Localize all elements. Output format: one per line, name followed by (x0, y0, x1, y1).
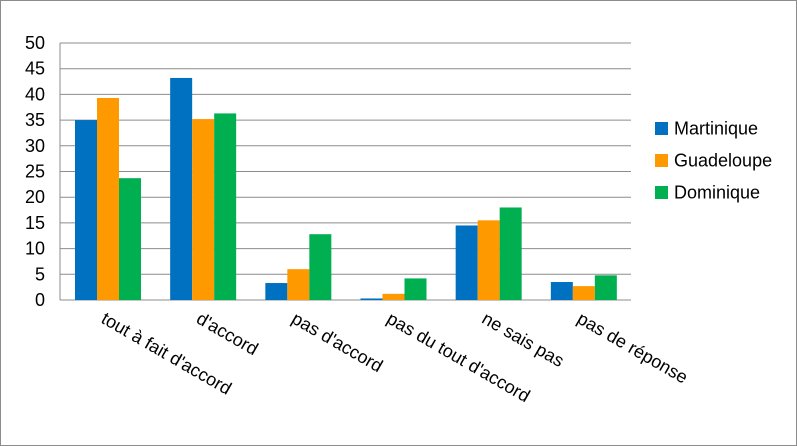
y-tick-label: 20 (25, 187, 45, 207)
bar-guadeloupe-4 (382, 293, 405, 300)
y-tick-label: 0 (35, 290, 45, 310)
bar-guadeloupe-3 (287, 269, 310, 300)
legend-label-dominique: Dominique (674, 183, 760, 203)
bar-dominique-3 (309, 234, 332, 300)
y-tick-label: 15 (25, 213, 45, 233)
bar-guadeloupe-5 (477, 220, 500, 300)
bar-martinique-4 (360, 298, 383, 300)
bar-dominique-6 (594, 275, 617, 300)
bar-martinique-1 (75, 120, 97, 300)
legend-swatch-guadeloupe (655, 154, 668, 167)
bars (75, 77, 617, 301)
y-tick-label: 30 (25, 136, 45, 156)
y-tick-label: 50 (25, 33, 45, 53)
gridlines (60, 42, 631, 301)
legend-swatch-martinique (655, 122, 668, 135)
bar-dominique-4 (404, 278, 427, 300)
y-tick-label: 35 (25, 110, 45, 130)
bar-martinique-2 (170, 77, 193, 301)
bar-dominique-5 (499, 207, 522, 300)
y-tick-label: 5 (35, 264, 45, 284)
y-tick-label: 40 (25, 84, 45, 104)
bar-guadeloupe-6 (572, 286, 595, 300)
legend: Martinique Guadeloupe Dominique (655, 119, 772, 203)
bar-dominique-2 (214, 113, 237, 300)
y-tick-label: 25 (25, 162, 45, 182)
legend-label-martinique: Martinique (674, 119, 758, 139)
bar-guadeloupe-1 (97, 97, 119, 300)
y-tick-label: 10 (25, 239, 45, 259)
bar-guadeloupe-2 (192, 119, 215, 301)
bar-martinique-5 (455, 225, 478, 300)
bar-martinique-6 (550, 282, 573, 300)
bar-martinique-3 (265, 283, 288, 300)
bar-dominique-1 (119, 178, 141, 300)
legend-swatch-dominique (655, 186, 668, 199)
y-tick-label: 45 (25, 59, 45, 79)
legend-label-guadeloupe: Guadeloupe (674, 151, 772, 171)
